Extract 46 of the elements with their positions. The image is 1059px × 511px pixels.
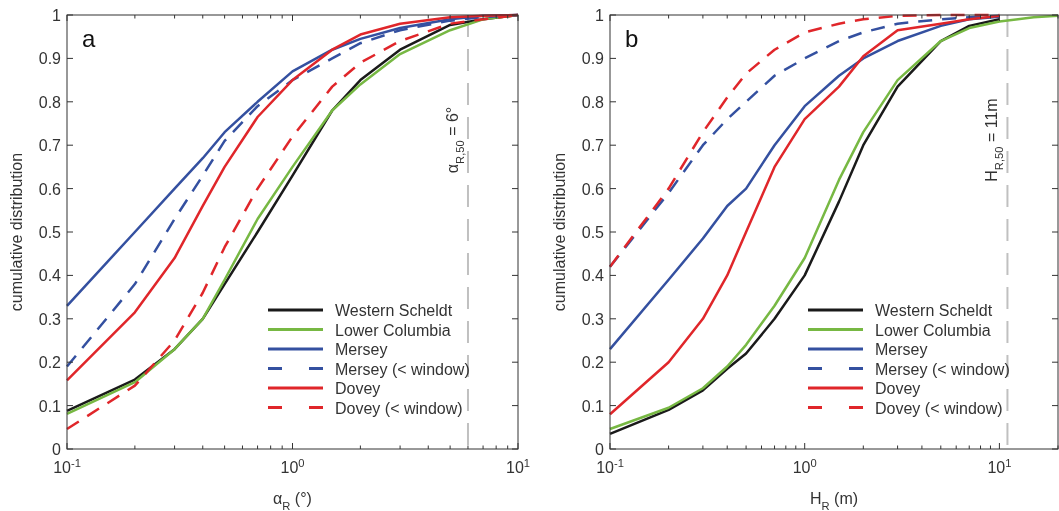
y-tick-label: 0.2 [38, 354, 62, 372]
x-tick-label: 10$^{0}$ [280, 457, 305, 476]
legend-label: Mersey [335, 341, 388, 358]
legend-label: Mersey (< window) [335, 360, 470, 378]
y-tick-label: 0.3 [38, 310, 62, 328]
x-tick-label: 10$^{1}$ [505, 457, 531, 476]
x-tick-label: 10$^{-1}$ [53, 457, 81, 476]
x-axis-title: H$_{R}$ (m) [809, 490, 859, 511]
y-tick-label: 0.5 [581, 224, 605, 241]
y-tick-label: 0.8 [581, 93, 605, 111]
x-tick-label: 10$^{1}$ [987, 457, 1012, 476]
legend-label: Dovey (< window) [875, 399, 1003, 417]
legend-label: Dovey [335, 380, 381, 397]
legend-label: Lower Columbia [335, 321, 451, 339]
chart-title: a [82, 25, 96, 52]
legend-label: Mersey [875, 341, 928, 358]
y-tick-label: 0 [52, 441, 62, 458]
y-tick-label: 0.9 [581, 50, 605, 68]
legend-label: Dovey [875, 380, 921, 397]
y-tick-label: 0.1 [581, 397, 605, 415]
y-tick-label: 1 [52, 7, 62, 24]
legend-label: Western Scheldt [875, 302, 993, 319]
legend-label: Lower Columbia [875, 321, 991, 339]
y-axis-title: cumulative distribution [551, 152, 568, 312]
y-tick-label: 0.3 [581, 310, 605, 328]
y-tick-label: 0.7 [38, 137, 62, 155]
x-axis-title: α$_{R}$ (°) [273, 490, 312, 511]
y-tick-label: 0.5 [38, 224, 62, 241]
y-tick-label: 0.6 [38, 180, 62, 198]
x-tick-label: 10$^{0}$ [792, 457, 817, 476]
y-tick-label: 1 [595, 7, 605, 24]
legend-label: Dovey (< window) [335, 399, 463, 417]
y-tick-label: 0.7 [581, 137, 605, 155]
chart-title: b [625, 25, 639, 52]
x-tick-label: 10$^{-1}$ [596, 457, 624, 476]
y-tick-label: 0.8 [38, 93, 62, 111]
legend-label: Western Scheldt [335, 302, 453, 319]
y-tick-label: 0.1 [38, 397, 62, 415]
y-tick-label: 0.4 [38, 267, 62, 285]
y-axis-title: cumulative distribution [8, 152, 25, 312]
y-tick-label: 0 [595, 441, 605, 458]
y-tick-label: 0.4 [581, 267, 605, 285]
y-tick-label: 0.9 [38, 50, 62, 68]
y-tick-label: 0.6 [581, 180, 605, 198]
y-tick-label: 0.2 [581, 354, 605, 372]
legend-label: Mersey (< window) [875, 360, 1010, 378]
